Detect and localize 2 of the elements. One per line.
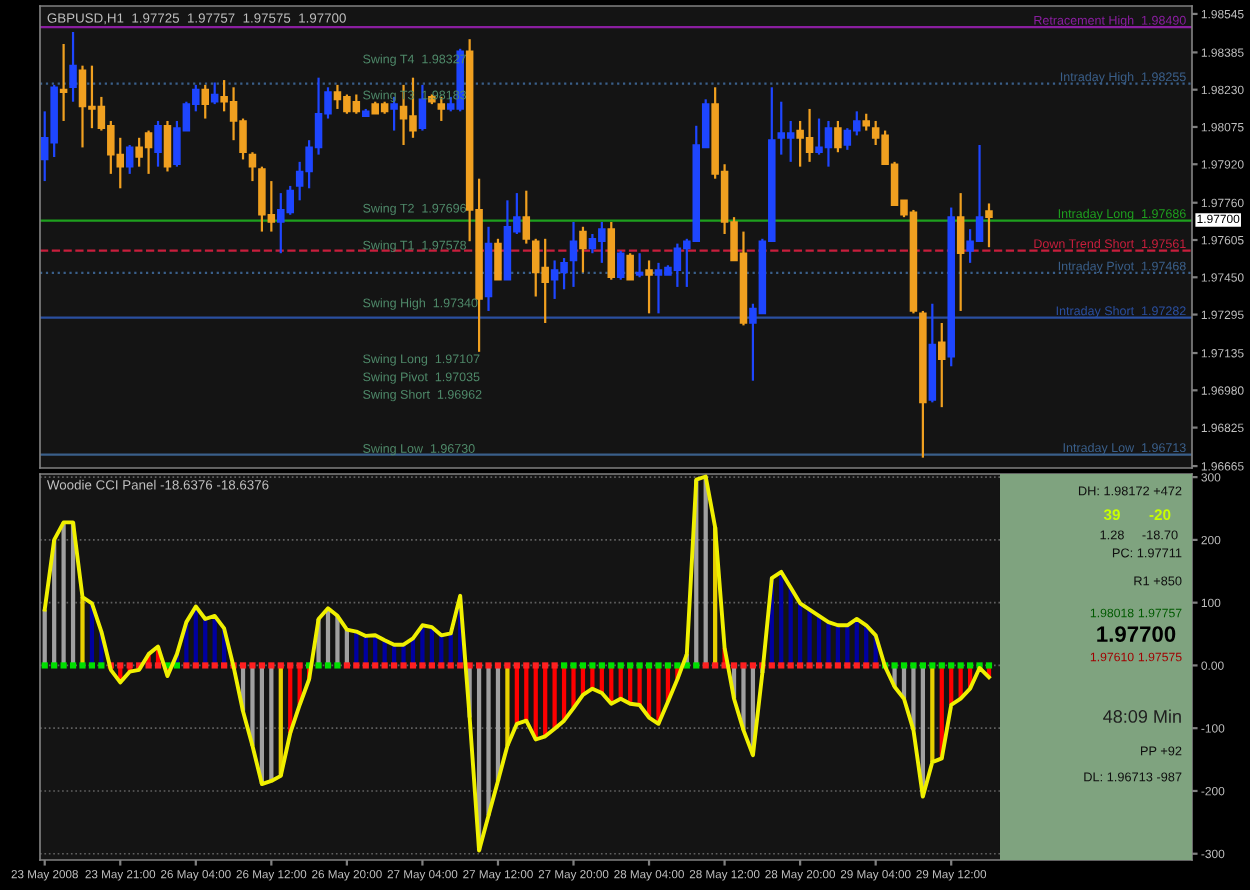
annotation: 1.97700 [1097, 626, 1176, 642]
annotation: 48:09 Min [1103, 709, 1181, 723]
